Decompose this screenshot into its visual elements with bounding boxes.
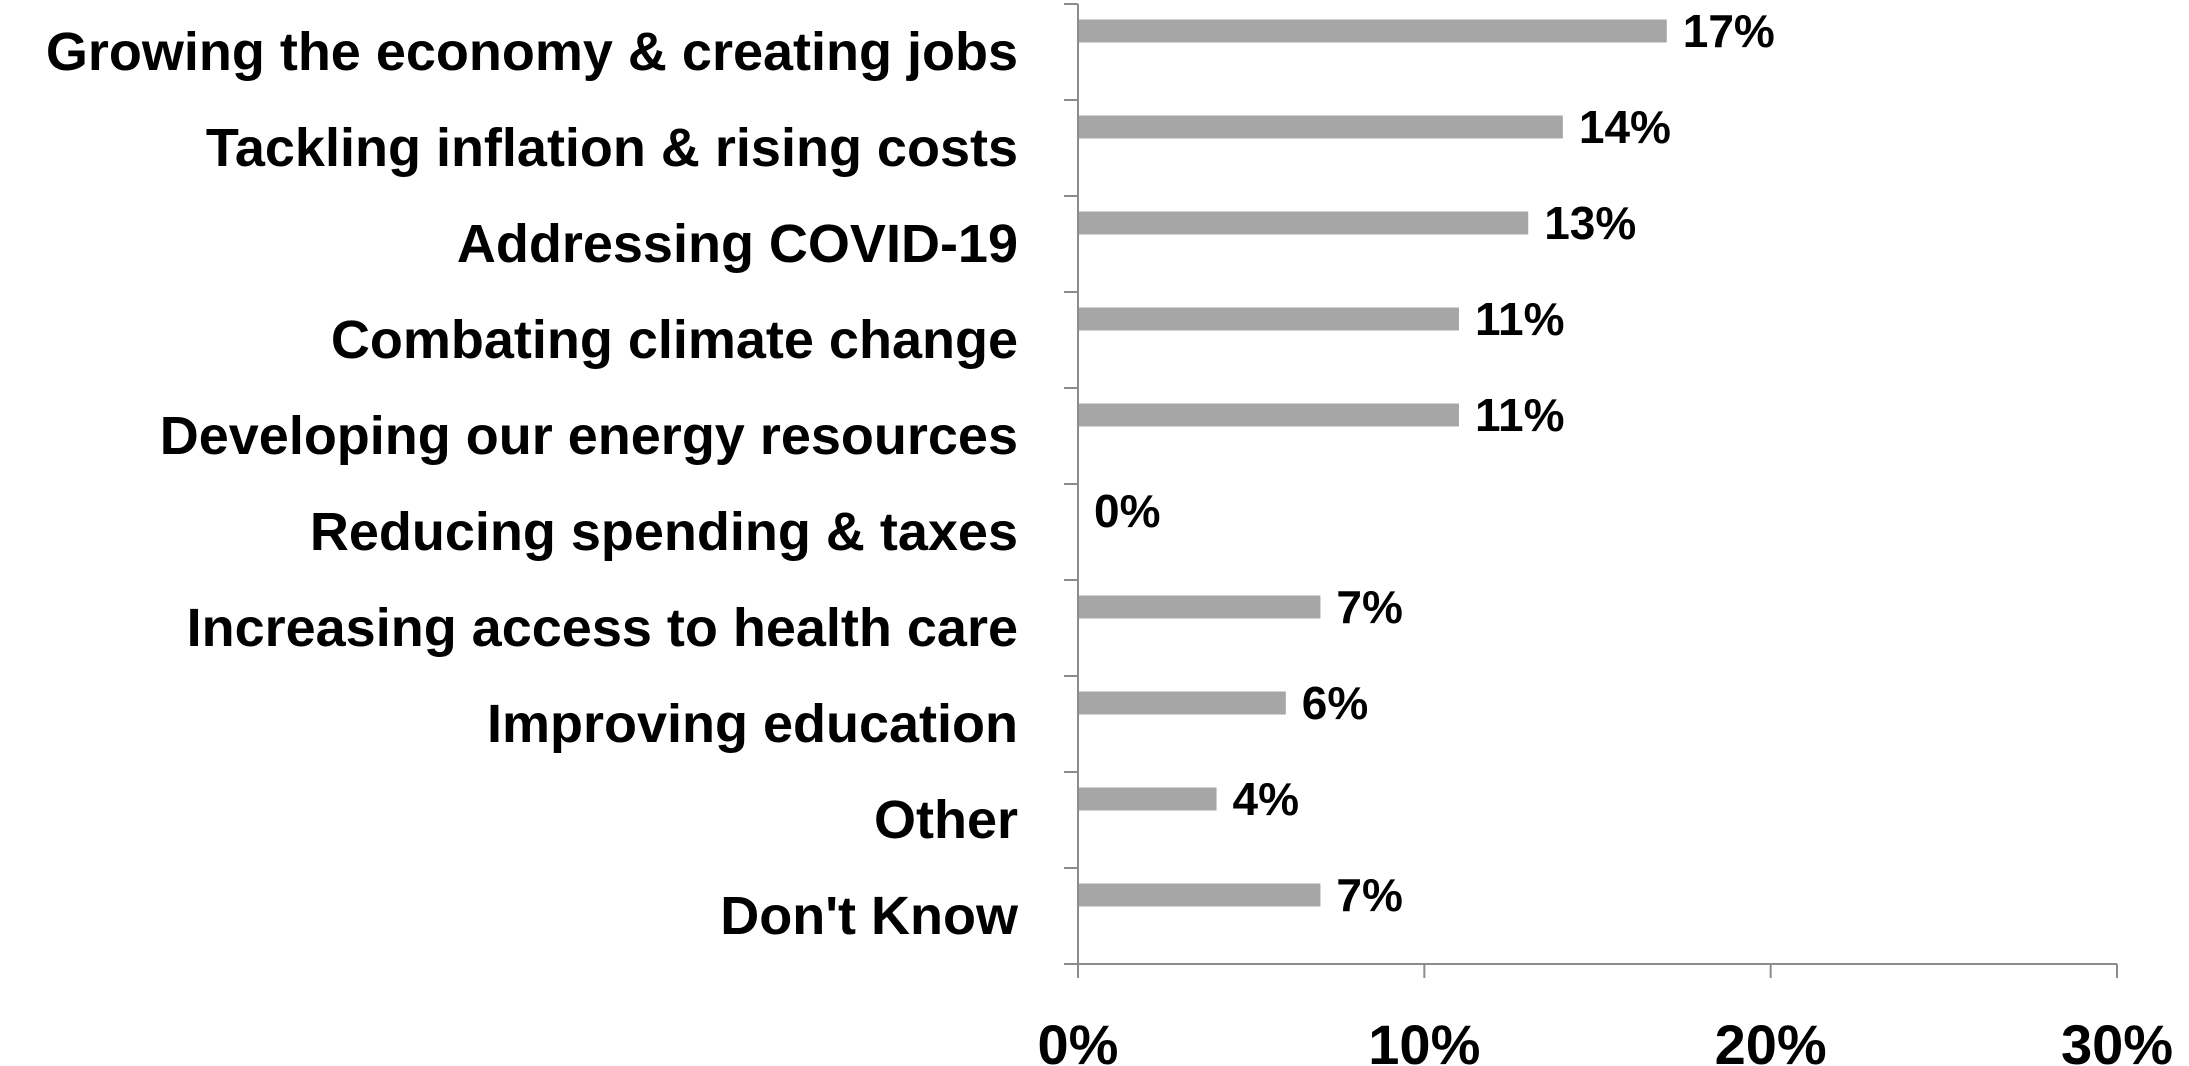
value-label-5: 11% [1475,389,1565,441]
category-label-5: Developing our energy resources [160,406,1018,466]
category-label-3: Addressing COVID-19 [457,214,1018,274]
x-tick-label-1: 10% [1368,1013,1480,1066]
value-label-8: 6% [1302,677,1368,729]
bar-1 [1078,19,1667,43]
bar-2 [1078,115,1563,139]
value-label-2: 14% [1579,101,1671,153]
category-label-1: Growing the economy & creating jobs [46,22,1018,82]
bar-8 [1078,691,1286,715]
category-label-9: Other [874,790,1018,850]
bar-4 [1078,307,1459,331]
value-label-9: 4% [1233,773,1299,825]
value-label-1: 17% [1683,5,1775,57]
x-tick-label-0: 0% [1038,1013,1119,1066]
bar-5 [1078,403,1459,427]
x-tick-label-2: 20% [1715,1013,1827,1066]
value-label-4: 11% [1475,293,1565,345]
category-label-2: Tackling inflation & rising costs [206,118,1018,178]
bar-3 [1078,211,1529,235]
value-label-7: 7% [1336,581,1402,633]
bar-9 [1078,787,1217,811]
bar-10 [1078,883,1321,907]
value-label-3: 13% [1544,197,1636,249]
bar-7 [1078,595,1321,619]
category-label-4: Combating climate change [331,310,1018,370]
category-label-8: Improving education [487,694,1018,754]
axes-group [1064,3,2118,978]
value-label-10: 7% [1336,869,1402,921]
category-label-6: Reducing spending & taxes [310,502,1018,562]
category-label-10: Don't Know [720,886,1019,946]
labels-group: 17% Growing the economy & creating jobs 14… [46,5,2173,1066]
bars-group [1078,19,1667,907]
x-tick-label-3: 30% [2061,1013,2173,1066]
category-label-7: Increasing access to health care [187,598,1018,658]
value-label-6: 0% [1094,485,1160,537]
